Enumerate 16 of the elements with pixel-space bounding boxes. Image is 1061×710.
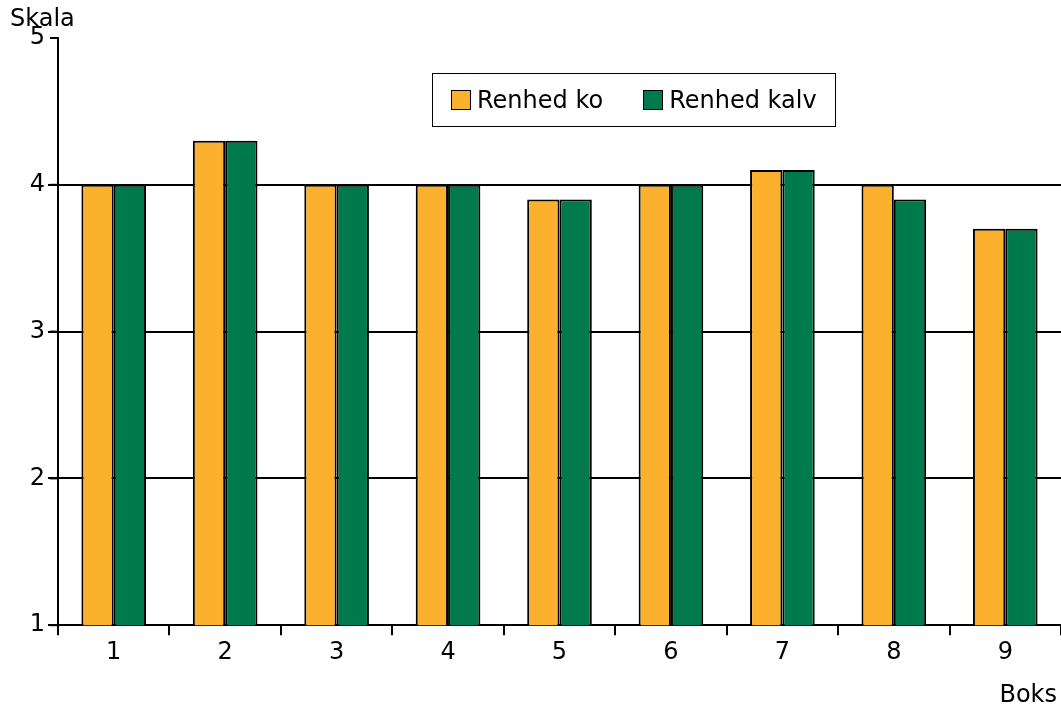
legend-label: Renhed ko (477, 86, 604, 114)
x-tick-label: 7 (774, 636, 791, 665)
x-tick-label: 5 (551, 636, 568, 665)
x-tick-label: 9 (997, 636, 1013, 665)
x-tick-label: 6 (663, 636, 679, 665)
x-tick-label: 2 (217, 636, 233, 665)
x-tick-label: 1 (106, 636, 122, 665)
y-tick-label: 4 (29, 169, 45, 198)
x-tick-label: 4 (440, 636, 456, 665)
x-axis-title: Boks (999, 680, 1057, 708)
x-tick-label: 8 (886, 636, 902, 665)
y-tick-label: 3 (29, 315, 45, 344)
y-tick-label: 2 (29, 462, 45, 491)
y-tick-label: 1 (29, 609, 45, 638)
x-tick-label: 3 (328, 636, 345, 665)
legend-label: Renhed kalv (669, 86, 817, 114)
